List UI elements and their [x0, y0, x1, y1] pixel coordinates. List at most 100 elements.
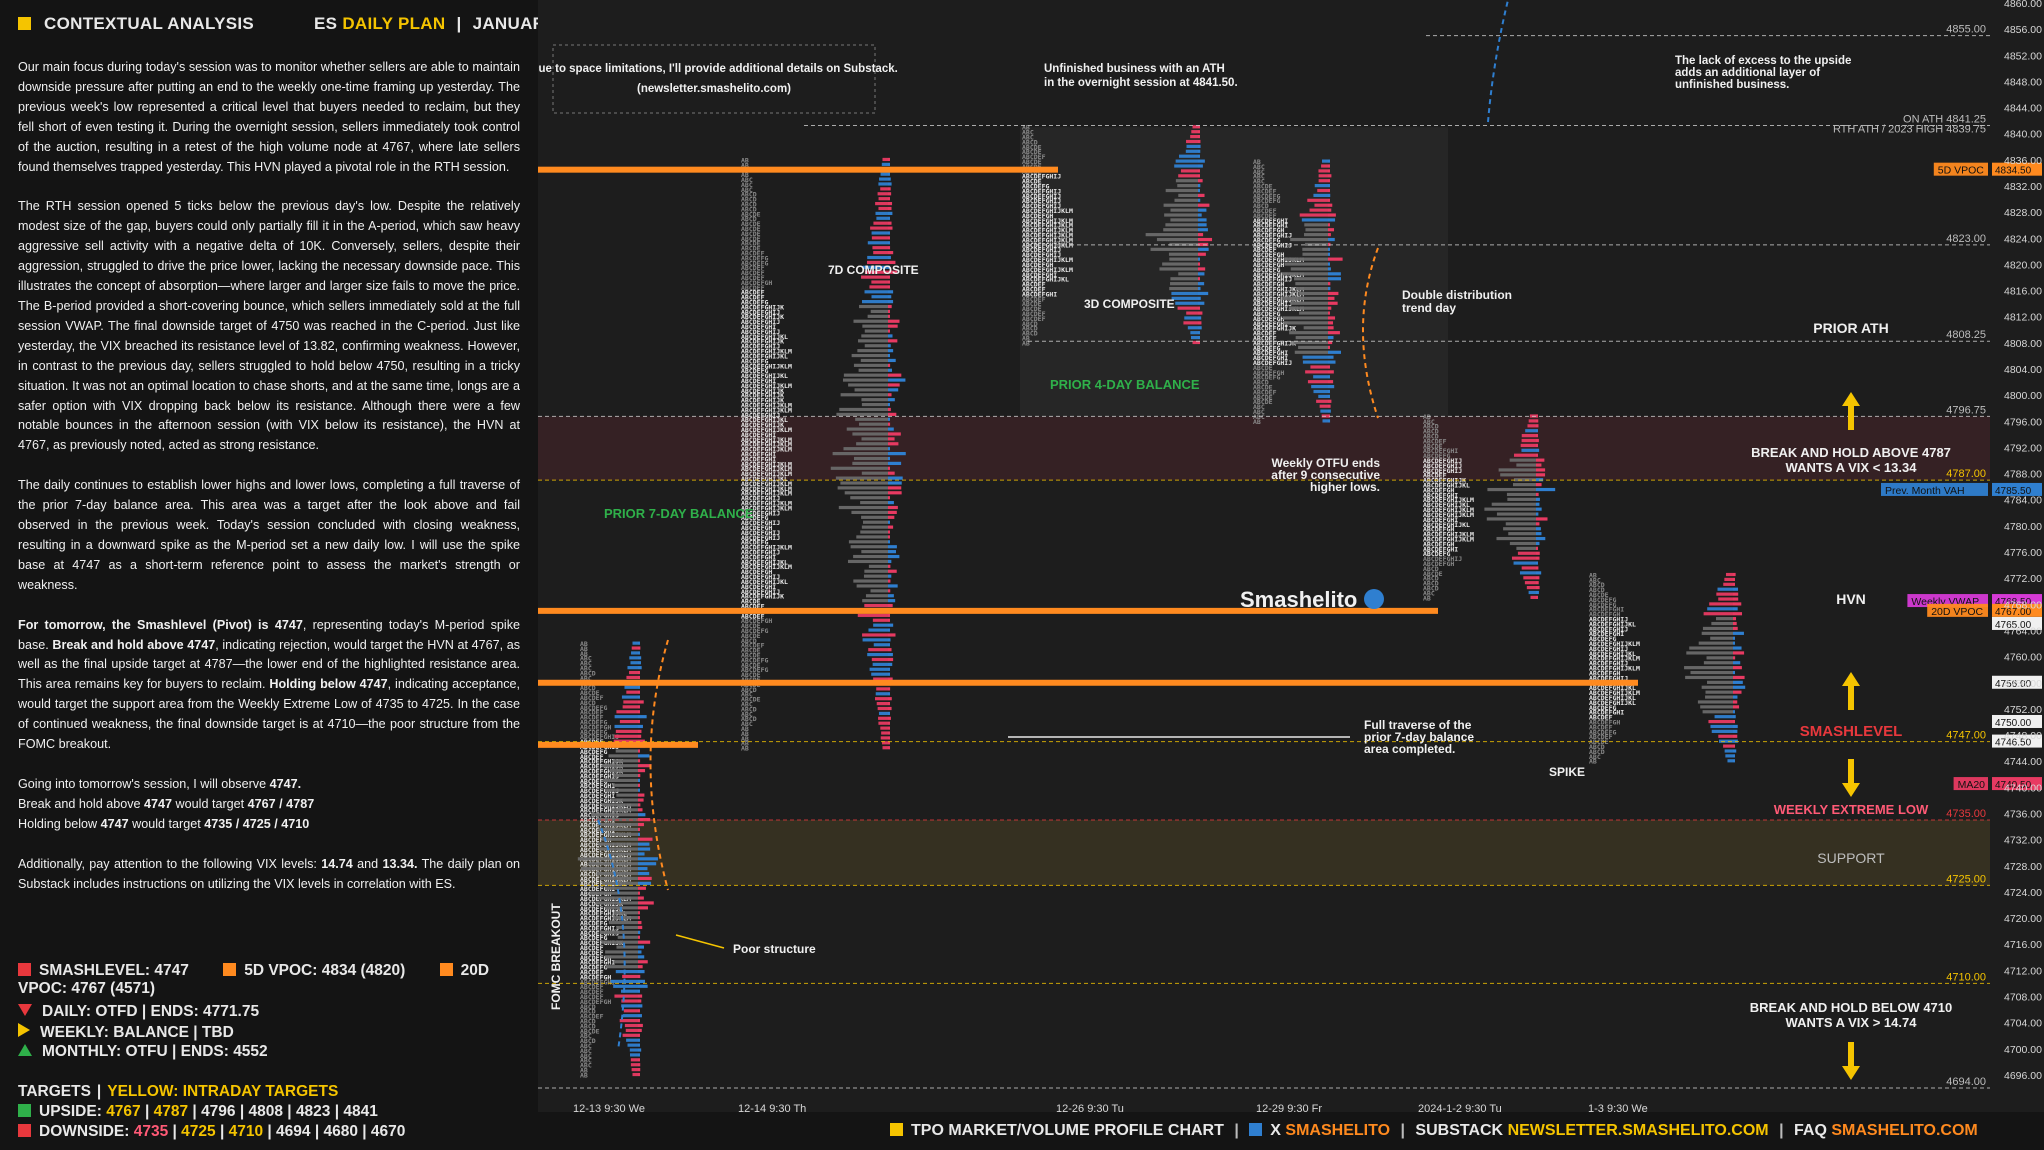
- tpo-row: ABCDEFGHI: [1253, 354, 1288, 362]
- volume-bar: [851, 353, 888, 358]
- tpo-row: ABCDEFGHI: [741, 431, 776, 439]
- tpo-row: ABCDEFGHI: [741, 377, 776, 385]
- volume-bar-edge: [638, 1068, 641, 1072]
- volume-bar: [1171, 291, 1198, 296]
- tpo-row: ABCD: [741, 637, 757, 645]
- tpo-row: ABC: [580, 1062, 592, 1070]
- volume-bar-edge: [888, 741, 890, 745]
- volume-bar-edge: [1198, 277, 1200, 281]
- volume-bar-edge: [1536, 571, 1542, 575]
- volume-bar-edge: [1328, 350, 1341, 354]
- tpo-row: AB: [1589, 571, 1597, 579]
- volume-bar: [867, 652, 888, 657]
- level-name-tag: [1881, 482, 1988, 496]
- volume-bar: [1180, 169, 1198, 173]
- excess-note: The lack of excess to the upside: [1675, 55, 1851, 67]
- volume-bar-edge: [888, 643, 890, 647]
- tpo-row: ABCD: [580, 1022, 596, 1030]
- tpo-row: ABCDEFGHI: [1423, 447, 1458, 455]
- volume-bar-edge: [638, 876, 652, 881]
- upside-target: 4823: [295, 1103, 331, 1120]
- volume-bar: [1156, 237, 1198, 242]
- below-targets: 4735 / 4725 / 4710: [204, 816, 310, 831]
- downside-targets: DOWNSIDE: 4735 | 4725 | 4710 | 4694 | 46…: [18, 1123, 405, 1141]
- volume-bar: [1165, 223, 1198, 227]
- volume-bar: [613, 916, 638, 920]
- footer-substack-link[interactable]: NEWSLETTER.SMASHELITO.COM: [1507, 1122, 1769, 1139]
- volume-bar: [1530, 595, 1536, 599]
- volume-bar: [1314, 184, 1328, 188]
- tpo-row: ABCDEFGHIJ: [741, 318, 780, 326]
- tpo-row: ABCDEFGHI: [741, 323, 776, 331]
- volume-bar-edge: [888, 510, 897, 515]
- volume-bar: [625, 1028, 638, 1033]
- volume-bar-edge: [638, 920, 642, 925]
- volume-bar: [864, 290, 888, 294]
- volume-bar-edge: [638, 1053, 640, 1057]
- tpo-row: ABCDEFG: [580, 748, 607, 756]
- volume-bar-edge: [638, 759, 641, 763]
- volume-bar: [872, 618, 888, 622]
- weekly-extreme-low-label: WEEKLY EXTREME LOW: [1774, 802, 1929, 817]
- below-text: would target: [128, 816, 205, 831]
- tpo-row: ABCDEFGH: [1253, 369, 1284, 377]
- volume-bar: [1708, 719, 1733, 724]
- volume-bar-edge: [1733, 612, 1743, 616]
- volume-bar: [861, 550, 888, 554]
- vpoc-legend: SMASHLEVEL: 4747 5D VPOC: 4834 (4820) 20…: [18, 962, 538, 998]
- tpo-row: AB: [580, 645, 588, 653]
- volume-bar-edge: [1328, 203, 1333, 207]
- volume-bar: [1304, 233, 1328, 237]
- volume-bar: [878, 206, 888, 211]
- volume-bar-edge: [638, 715, 647, 719]
- footer-faq-link[interactable]: SMASHELITO.COM: [1831, 1122, 1978, 1139]
- volume-bar-edge: [1328, 345, 1330, 349]
- volume-bar: [853, 579, 888, 583]
- price-tag-label: 4750.00: [1995, 718, 2032, 729]
- tpo-row: ABCDEFG: [580, 919, 607, 927]
- volume-bar-edge: [888, 496, 890, 500]
- tpo-row: ABCDEFGHIJ: [1253, 276, 1292, 284]
- price-tag-label: 4746.50: [1995, 738, 2032, 749]
- footer-x-handle[interactable]: SMASHELITO: [1285, 1122, 1391, 1139]
- volume-bar-edge: [638, 803, 641, 807]
- volume-bar: [1301, 218, 1328, 222]
- volume-bar-edge: [638, 891, 640, 895]
- key-level-label: ON ATH 4841.25: [1903, 114, 1986, 126]
- excess-curve: [1487, 0, 1509, 123]
- volume-bar-edge: [888, 559, 892, 564]
- legend-vpoc20d: 20D VPOC: 4767 (4571): [18, 962, 490, 997]
- tpo-row: ABCDEFGHIJKLM: [1423, 496, 1474, 504]
- volume-bar-edge: [638, 960, 648, 964]
- tpo-row: ABC: [580, 1047, 592, 1055]
- volume-bar: [1521, 438, 1536, 443]
- volume-bar-edge: [1328, 296, 1335, 300]
- volume-bar: [614, 734, 638, 738]
- tpo-row: ABCDEFGHIJKLM: [580, 831, 631, 839]
- smashlevel-square-icon: [18, 963, 31, 976]
- volume-bar: [875, 697, 888, 701]
- volume-bar: [616, 793, 638, 797]
- volume-bar: [1525, 429, 1536, 433]
- above-text: would target: [172, 796, 248, 811]
- volume-bar: [1725, 572, 1733, 577]
- volume-bar-edge: [638, 989, 640, 993]
- tpo-row: ABCDEF: [1589, 723, 1613, 731]
- volume-bar: [608, 920, 638, 925]
- tpo-row: ABCDEFGH: [580, 998, 611, 1006]
- volume-bar: [876, 702, 888, 706]
- tpo-row: ABCD: [1423, 575, 1439, 583]
- volume-bar-edge: [638, 798, 644, 802]
- tpo-row: ABCDEF: [580, 694, 604, 702]
- volume-bar: [1689, 646, 1733, 650]
- footer-x-square-icon: [1249, 1123, 1263, 1136]
- volume-bar: [847, 559, 888, 564]
- y-tick-label: 4784.00: [2004, 495, 2042, 507]
- volume-bar: [1528, 419, 1536, 423]
- tpo-row: ABCD: [741, 715, 757, 723]
- volume-bar: [1528, 590, 1536, 595]
- volume-bar: [608, 754, 638, 758]
- volume-bar: [1513, 561, 1536, 565]
- volume-bar: [1164, 213, 1198, 217]
- tpo-row: ABCDEFGHIJKLM: [741, 348, 792, 356]
